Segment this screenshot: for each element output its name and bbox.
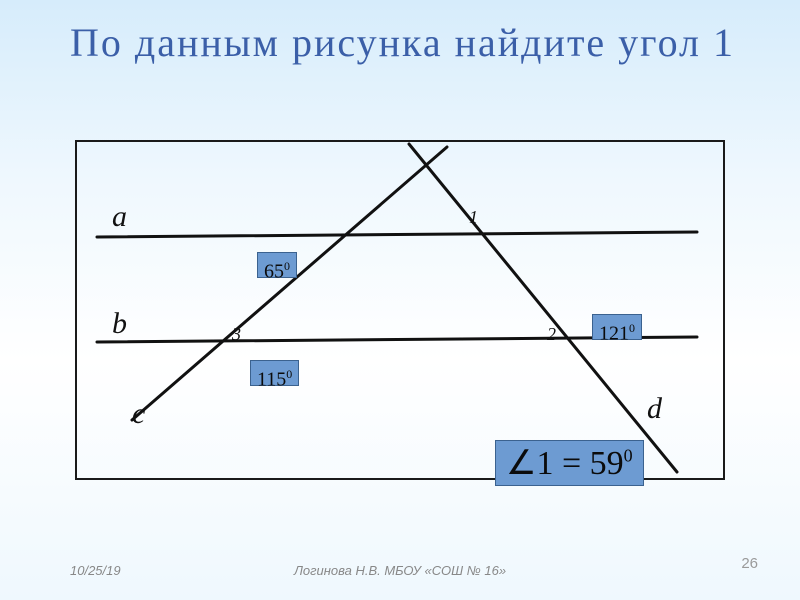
geometry-figure: a b c d 1 2 3 650 1210 1150 [75, 140, 725, 480]
deg-symbol: 0 [629, 321, 635, 335]
answer-prefix: ∠1 = [506, 445, 590, 482]
angle-115-value: 115 [257, 369, 286, 391]
angle-115-box: 1150 [250, 360, 299, 386]
deg-symbol: 0 [286, 367, 292, 381]
deg-symbol: 0 [284, 259, 290, 273]
angle-121-value: 121 [599, 323, 629, 345]
answer-box: ∠1 = 590 [495, 440, 644, 486]
footer-credit: Логинова Н.В. МБОУ «СОШ № 16» [0, 563, 800, 578]
label-a: a [112, 200, 127, 234]
line-d [409, 144, 677, 472]
line-a [97, 232, 697, 237]
angle-num-1: 1 [469, 207, 478, 228]
label-c: c [132, 397, 145, 431]
label-d: d [647, 392, 662, 426]
figure-svg [77, 142, 727, 482]
angle-65-box: 650 [257, 252, 297, 278]
label-b: b [112, 307, 127, 341]
angle-65-value: 65 [264, 261, 284, 283]
angle-num-3: 3 [232, 324, 241, 345]
answer-value: 59 [590, 445, 624, 482]
slide-title: По данным рисунка найдите угол 1 [70, 18, 740, 68]
deg-symbol: 0 [624, 446, 633, 466]
angle-num-2: 2 [547, 324, 556, 345]
footer-page: 26 [741, 555, 758, 572]
angle-121-box: 1210 [592, 314, 642, 340]
